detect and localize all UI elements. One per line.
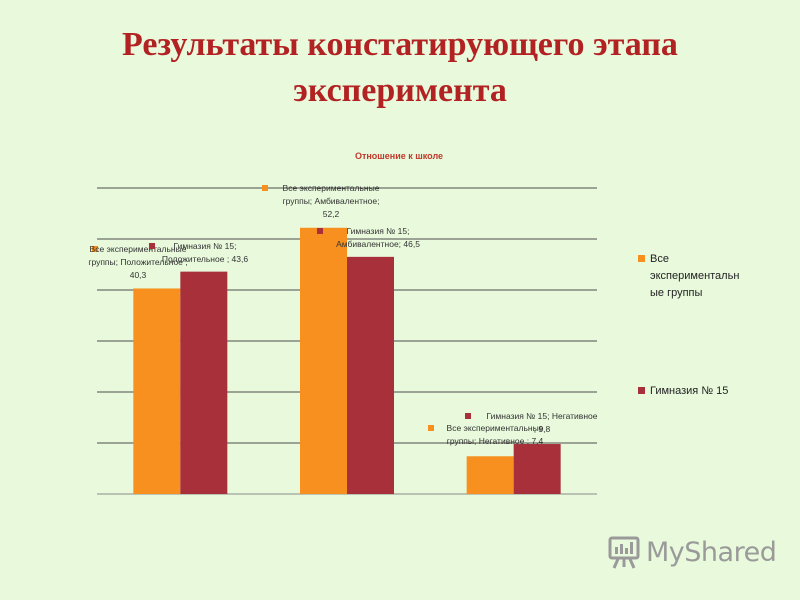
data-label-text: Все экспериментальные <box>90 244 187 254</box>
bar-1-1 <box>133 288 181 494</box>
data-label-text: Гимназия № 15; <box>347 226 410 236</box>
data-label-text: ; 9,8 <box>534 424 551 434</box>
data-label-text: Амбивалентное; 46,5 <box>336 239 420 249</box>
bar-1-2 <box>300 227 347 494</box>
watermark: MyShared <box>608 532 777 572</box>
data-label-2-3: Гимназия № 15; Негативное ; 9,8 <box>465 411 598 434</box>
data-label-2-2: Гимназия № 15; Амбивалентное; 46,5 <box>317 226 420 249</box>
bar-2-2 <box>347 256 394 494</box>
data-label-text: 52,2 <box>323 209 340 219</box>
chart-title: Отношение к школе <box>355 151 443 161</box>
data-label-1-2: Все экспериментальные группы; Амбивалентн… <box>262 183 380 219</box>
data-label-text: группы; Положительное ; <box>88 257 187 267</box>
legend-text: Все <box>650 253 669 265</box>
data-label-1-3: Все экспериментальные группы; Негативное … <box>428 423 544 446</box>
data-label-text: 40,3 <box>130 270 147 280</box>
data-label-text: Положительное ; 43,6 <box>162 254 248 264</box>
data-label-2-1: Гимназия № 15; Положительное ; 43,6 <box>149 241 248 264</box>
data-label-1-1: Все экспериментальные группы; Положительн… <box>88 244 187 280</box>
chart-legend: Все экспериментальн ые группы Гимназия № 15 <box>638 253 739 397</box>
data-label-text: Все экспериментальные <box>283 183 380 193</box>
data-label-text: группы; Негативное ; 7,4 <box>447 436 544 446</box>
slide-title: Результаты констатирующего этапа экспери… <box>0 22 800 114</box>
presentation-board-icon <box>608 536 640 569</box>
bar-2-3 <box>513 444 561 494</box>
legend-text: Гимназия № 15 <box>650 385 728 397</box>
chart-data-labels: Все экспериментальные группы; Положительн… <box>88 183 597 446</box>
legend-text: ые группы <box>650 287 702 299</box>
data-label-text: Гимназия № 15; Негативное <box>487 411 598 421</box>
data-label-text: группы; Амбивалентное; <box>283 196 380 206</box>
legend-text: экспериментальн <box>650 270 739 282</box>
legend-item-1: Все экспериментальн ые группы <box>638 253 739 299</box>
bar-2-1 <box>180 271 228 494</box>
data-label-text: Все экспериментальные <box>447 423 544 433</box>
data-label-text: Гимназия № 15; <box>174 241 237 251</box>
bar-1-3 <box>466 456 514 494</box>
watermark-text: MyShared <box>646 536 777 568</box>
chart-bars <box>133 227 561 494</box>
slide-title-line-1: Результаты констатирующего этапа <box>122 26 678 63</box>
slide-title-line-2: эксперимента <box>293 72 507 109</box>
legend-item-2: Гимназия № 15 <box>638 385 728 397</box>
